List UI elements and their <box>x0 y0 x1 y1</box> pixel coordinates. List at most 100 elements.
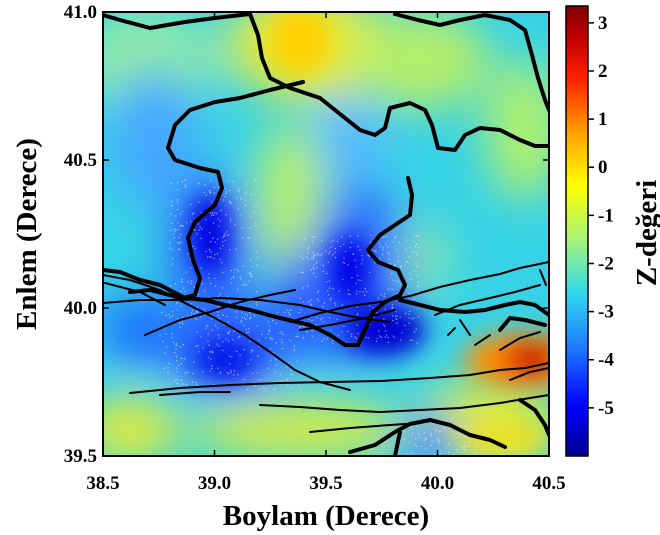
earthquake-point <box>276 311 279 313</box>
earthquake-point <box>443 428 445 430</box>
earthquake-point <box>171 332 173 335</box>
earthquake-point <box>407 453 409 455</box>
earthquake-point <box>228 330 231 333</box>
earthquake-point <box>373 250 375 252</box>
earthquake-point <box>360 263 363 265</box>
earthquake-point <box>228 234 230 236</box>
tick-marks <box>102 11 550 457</box>
earthquake-point <box>227 320 230 323</box>
earthquake-point <box>384 308 386 310</box>
earthquake-point <box>383 295 385 298</box>
earthquake-point <box>203 290 206 292</box>
earthquake-point <box>391 307 393 309</box>
earthquake-point <box>430 432 432 435</box>
earthquake-point <box>209 211 211 214</box>
earthquake-point <box>307 285 309 287</box>
earthquake-point <box>464 436 467 438</box>
earthquake-point <box>302 337 305 339</box>
earthquake-point <box>391 304 394 306</box>
y-tick-label: 40.0 <box>64 298 97 319</box>
earthquake-point <box>383 324 385 326</box>
earthquake-point <box>179 213 182 215</box>
earthquake-point <box>350 335 353 337</box>
earthquake-point <box>405 248 407 250</box>
earthquake-point <box>250 194 252 196</box>
earthquake-point <box>197 344 199 347</box>
earthquake-point <box>178 248 181 251</box>
earthquake-point <box>412 250 414 253</box>
earthquake-point <box>219 293 221 295</box>
earthquake-point <box>328 280 331 282</box>
earthquake-point <box>221 287 224 289</box>
earthquake-point <box>367 254 369 257</box>
earthquake-point <box>222 271 224 274</box>
earthquake-point <box>228 355 230 357</box>
earthquake-point <box>226 234 228 237</box>
earthquake-point <box>430 444 432 447</box>
earthquake-point <box>405 239 407 241</box>
earthquake-point <box>308 318 310 321</box>
earthquake-point <box>176 367 178 369</box>
earthquake-point <box>216 238 219 240</box>
earthquake-point <box>177 202 179 204</box>
earthquake-point <box>210 179 212 182</box>
earthquake-point <box>222 199 225 201</box>
earthquake-point <box>174 283 177 285</box>
earthquake-point <box>391 288 393 290</box>
earthquake-point <box>332 343 334 345</box>
earthquake-point <box>237 270 239 273</box>
earthquake-point <box>423 439 425 442</box>
colorbar-tick-label: 0 <box>598 157 608 178</box>
earthquake-point <box>425 448 427 450</box>
earthquake-point <box>281 380 283 382</box>
earthquake-point <box>180 379 182 381</box>
earthquake-point <box>243 283 245 285</box>
earthquake-point <box>274 371 276 373</box>
earthquake-point <box>236 350 238 353</box>
earthquake-point <box>370 234 372 237</box>
earthquake-point <box>240 278 242 280</box>
earthquake-point <box>258 339 260 341</box>
earthquake-point <box>216 343 218 345</box>
earthquake-point <box>184 179 186 182</box>
earthquake-point <box>332 288 334 290</box>
earthquake-point <box>235 248 237 250</box>
earthquake-point <box>248 280 251 282</box>
earthquake-point <box>316 298 319 300</box>
earthquake-point <box>379 257 381 259</box>
x-tick-label: 40.0 <box>421 473 454 494</box>
earthquake-point <box>256 304 258 306</box>
earthquake-point <box>281 339 283 341</box>
earthquake-point <box>207 325 209 327</box>
earthquake-point <box>298 311 300 314</box>
earthquake-point <box>214 277 216 280</box>
earthquake-point <box>396 322 398 324</box>
earthquake-point <box>228 249 231 251</box>
earthquake-point <box>193 286 195 288</box>
earthquake-point <box>170 213 172 215</box>
earthquake-point <box>207 340 209 343</box>
earthquake-point <box>356 306 358 308</box>
earthquake-point <box>213 257 215 260</box>
earthquake-point <box>212 237 214 239</box>
earthquake-point <box>187 315 190 317</box>
earthquake-point <box>213 192 215 194</box>
earthquake-point <box>352 253 354 256</box>
earthquake-point <box>322 264 324 267</box>
earthquake-point <box>200 267 202 269</box>
earthquake-point <box>423 432 425 434</box>
earthquake-point <box>210 358 212 360</box>
earthquake-point <box>410 278 412 281</box>
earthquake-point <box>312 272 315 274</box>
earthquake-point <box>413 317 415 319</box>
earthquake-point <box>172 315 174 317</box>
earthquake-point <box>197 182 199 184</box>
earthquake-point <box>382 249 384 251</box>
earthquake-point <box>334 247 336 250</box>
earthquake-point <box>313 255 315 257</box>
earthquake-point <box>190 220 192 223</box>
earthquake-point <box>219 258 221 261</box>
earthquake-point <box>279 373 282 376</box>
earthquake-point <box>329 287 331 289</box>
earthquake-point <box>245 183 248 185</box>
